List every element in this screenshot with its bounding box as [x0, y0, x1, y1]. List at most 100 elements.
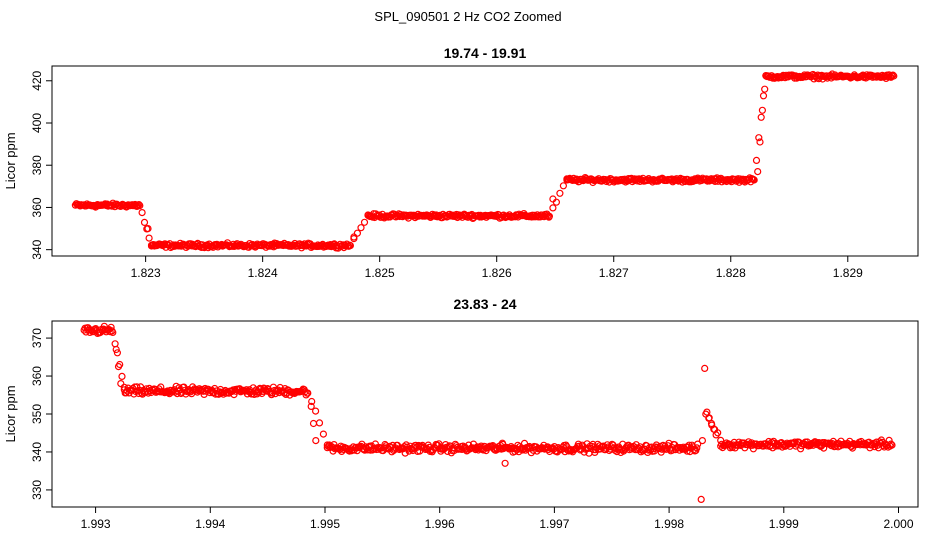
panel-1-plot-frame [51, 65, 919, 257]
panel-2-data-point [323, 441, 331, 449]
panel-1-data-point [350, 233, 358, 241]
panel-1-data-point [360, 218, 369, 226]
panel-2-x-tick-label: 1.999 [769, 517, 799, 531]
panel-2-data-point [118, 372, 126, 380]
panel-2-title: 23.83 - 24 [453, 296, 516, 312]
panel-2-data-point [888, 441, 896, 449]
panel-1-data-point [144, 225, 152, 233]
panel-2-y-tick-label: 330 [30, 480, 44, 500]
panel-1-data-point [556, 189, 564, 197]
panel-2-data-point [111, 340, 119, 348]
panel-2-x-tick-label: 1.993 [81, 517, 111, 531]
panel-1-data-point [752, 156, 761, 164]
panel-2-data-point [703, 408, 711, 416]
panel-2-data-point [109, 328, 117, 336]
panel-2-x-tick-label: 1.995 [310, 517, 340, 531]
panel-2-data-point [312, 407, 320, 415]
panel-1-x-tick-label: 1.827 [599, 266, 629, 280]
panel-1-data-point [138, 209, 146, 217]
panel-2-data-point [698, 437, 707, 445]
panel-2-data-point [309, 419, 318, 428]
panel-1-data-point [889, 71, 897, 79]
panel-1-data-point [549, 204, 557, 212]
panel-2-data-point [520, 439, 529, 447]
panel-2-data-point [312, 437, 320, 445]
panel-2-data-point [117, 380, 125, 388]
panel-2-x-tick-label: 2.000 [883, 517, 913, 531]
panel-1-data-point [147, 241, 156, 249]
panel-2-y-tick-label: 370 [30, 328, 44, 348]
panel-1-data-point [136, 202, 144, 210]
panel-1-data-point [549, 195, 557, 203]
panel-2-data-point [501, 459, 509, 467]
panel-2-data-point [887, 440, 895, 448]
panel-1-x-tick-label: 1.825 [365, 266, 395, 280]
panel-1-data-point [357, 224, 365, 232]
panel-1-x-tick-label: 1.826 [482, 266, 512, 280]
panel-2-data-point [697, 495, 705, 503]
panel-2-data-point [693, 444, 701, 452]
panel-1-data-point [754, 168, 762, 176]
panel-1-y-tick-label: 400 [30, 113, 44, 133]
panel-1-data-point [761, 85, 769, 93]
panel-1-data-point [346, 242, 354, 250]
panel-1-data-point [140, 218, 149, 226]
panel-2-data-point [608, 440, 616, 448]
panel-2-data-point [879, 441, 887, 450]
panel-2-data-point [304, 389, 312, 397]
panel-1-data-point [328, 242, 336, 250]
panel-1-data-point [890, 72, 898, 80]
panel-1-data-point [145, 234, 153, 242]
panel-2-y-tick-label: 360 [30, 366, 44, 386]
panel-2-data-point [315, 419, 324, 427]
panel-2-data-point [701, 364, 709, 372]
panel-1-data-point [563, 176, 571, 184]
panel-2-data-point [435, 440, 443, 448]
panel-2-data-point [694, 440, 702, 448]
panel-1-y-tick-label: 420 [30, 70, 44, 90]
panel-2-x-tick-label: 1.997 [539, 517, 569, 531]
panel-1-data-point [353, 229, 361, 237]
panel-1-x-tick-label: 1.823 [131, 266, 161, 280]
panel-2-x-tick-label: 1.996 [425, 517, 455, 531]
panel-1-y-tick-label: 360 [30, 197, 44, 217]
panel-2-data-point [499, 440, 507, 448]
panel-2-data-point [580, 448, 588, 456]
panel-1-data-point [755, 134, 763, 142]
panel-1-data-point [679, 175, 687, 183]
panel-1-data-point [627, 174, 636, 182]
panel-1-data-point [762, 71, 770, 80]
panel-2-data-point [114, 363, 123, 371]
panel-2-x-tick-label: 1.994 [195, 517, 225, 531]
panel-2-data-point [717, 436, 725, 444]
panel-1-data-point [135, 201, 143, 209]
panel-2-plot-frame [51, 320, 919, 508]
panel-1-y-tick-label: 380 [30, 155, 44, 175]
panel-1-x-tick-label: 1.829 [833, 266, 863, 280]
panel-2-data-point [307, 402, 315, 410]
panel-1-data-point [545, 212, 554, 220]
panel-1-data-point [364, 211, 372, 219]
panel-1-y-tick-label: 340 [30, 239, 44, 259]
panel-2-y-tick-label: 350 [30, 404, 44, 424]
panel-1-x-tick-label: 1.824 [248, 266, 278, 280]
panel-1-data-point [559, 182, 568, 190]
panel-2-y-tick-label: 340 [30, 442, 44, 462]
panel-1-data-point [756, 138, 764, 146]
panel-2-data-point [319, 430, 327, 438]
panel-1-data-point [759, 92, 768, 100]
panel-2-data-point [791, 438, 799, 446]
panel-2-data-point [112, 345, 120, 354]
panel-1-data-point [750, 176, 758, 184]
panel-1-data-point [757, 113, 765, 121]
panel-1-data-point [758, 106, 767, 114]
panel-2-y-axis-label: Licor ppm [3, 385, 18, 442]
panel-2-data-point [113, 349, 122, 357]
panel-2-data-point [712, 431, 720, 439]
panel-1-data-point [740, 177, 748, 185]
panel-2-data-point [511, 447, 519, 456]
figure-title: SPL_090501 2 Hz CO2 Zoomed [374, 9, 562, 24]
panel-1-y-axis-label: Licor ppm [3, 132, 18, 189]
